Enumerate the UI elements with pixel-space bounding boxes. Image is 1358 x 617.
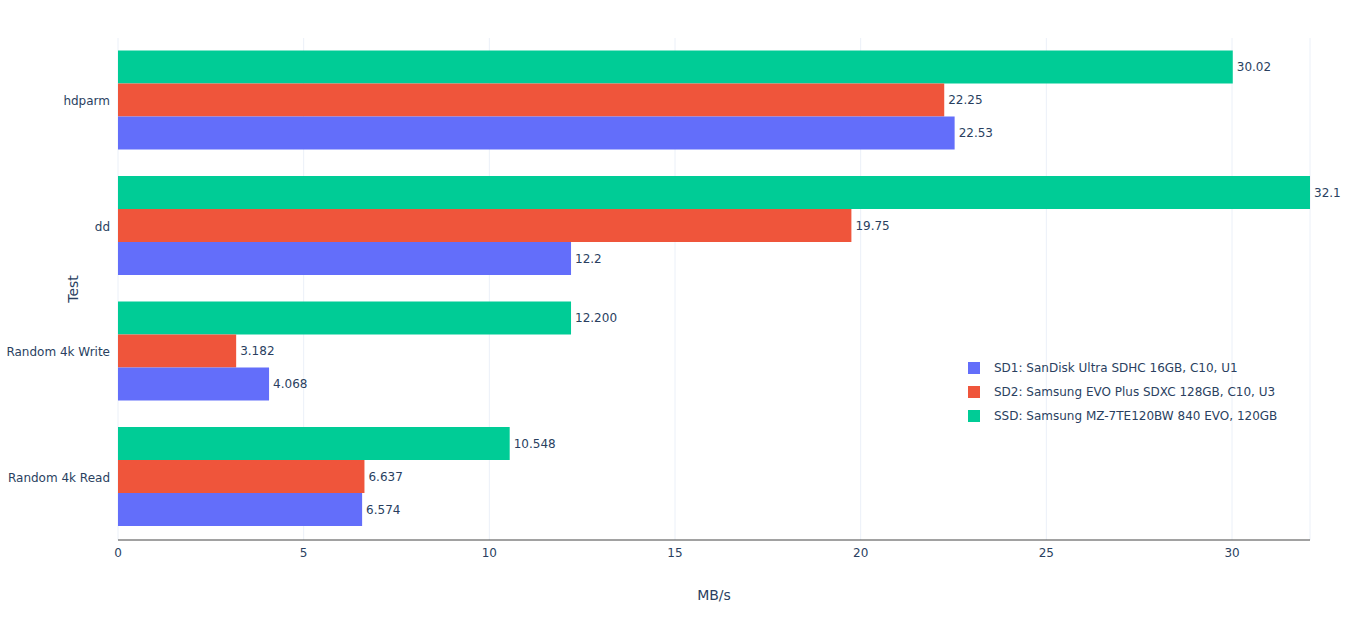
svg-text:Test: Test xyxy=(65,275,81,304)
svg-text:19.75: 19.75 xyxy=(855,219,889,233)
svg-text:Random 4k Write: Random 4k Write xyxy=(8,345,110,359)
svg-text:6.637: 6.637 xyxy=(368,470,402,484)
svg-text:0: 0 xyxy=(114,546,122,560)
svg-text:5: 5 xyxy=(300,546,308,560)
svg-text:10.548: 10.548 xyxy=(514,437,556,451)
svg-text:12.2: 12.2 xyxy=(575,252,602,266)
svg-text:20: 20 xyxy=(853,546,868,560)
svg-text:6.574: 6.574 xyxy=(366,503,400,517)
html-text:SD1: SanDisk Ultra SDHC 16GB,: SD1: SanDisk Ultra SDHC 16GB, C10, U1 xyxy=(994,361,1238,375)
svg-text:hdparm: hdparm xyxy=(63,94,110,108)
svg-text:30.02: 30.02 xyxy=(1237,60,1271,74)
html-text:SSD: Samsung MZ-7TE120BW 840 E: SSD: Samsung MZ-7TE120BW 840 EVO, 120GB xyxy=(994,409,1278,423)
svg-text:22.25: 22.25 xyxy=(948,93,982,107)
svg-text:22.53: 22.53 xyxy=(959,126,993,140)
svg-text:25: 25 xyxy=(1039,546,1054,560)
svg-text:32.1: 32.1 xyxy=(1314,186,1341,200)
html-text:SD2: Samsung EVO Plus SDXC 128: SD2: Samsung EVO Plus SDXC 128GB, C10, U… xyxy=(994,385,1276,399)
svg-text:4.068: 4.068 xyxy=(273,377,307,391)
svg-text:30: 30 xyxy=(1224,546,1239,560)
svg-text:dd: dd xyxy=(95,220,110,234)
svg-text:MB/s: MB/s xyxy=(697,587,731,603)
svg-text:12.200: 12.200 xyxy=(575,311,617,325)
svg-text:Random 4k Read: Random 4k Read xyxy=(8,471,110,485)
svg-text:15: 15 xyxy=(667,546,682,560)
svg-text:10: 10 xyxy=(482,546,497,560)
svg-text:3.182: 3.182 xyxy=(240,344,274,358)
